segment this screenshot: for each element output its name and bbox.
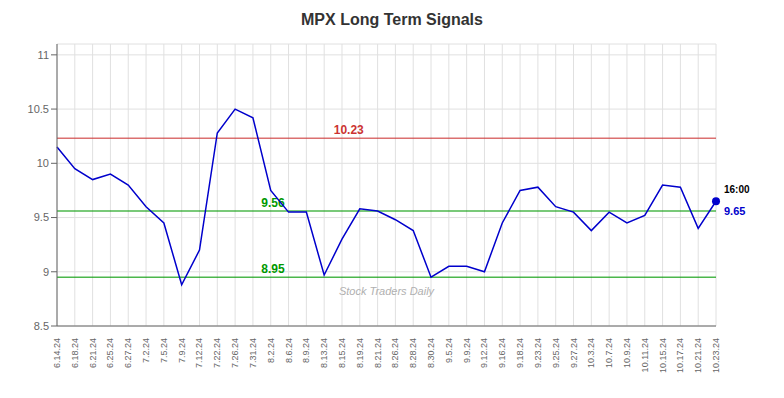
- svg-text:9.18.24: 9.18.24: [515, 338, 525, 368]
- svg-text:10.23: 10.23: [334, 123, 364, 137]
- svg-text:10.11.24: 10.11.24: [640, 338, 650, 372]
- svg-text:10.7.24: 10.7.24: [604, 338, 614, 368]
- svg-text:7.9.24: 7.9.24: [177, 338, 187, 363]
- svg-text:8.30.24: 8.30.24: [426, 338, 436, 368]
- svg-text:9: 9: [43, 266, 49, 278]
- html-text:Stock Traders Daily: Stock Traders Daily: [338, 284, 435, 297]
- svg-text:7.2.24: 7.2.24: [141, 338, 151, 363]
- svg-text:7.26.24: 7.26.24: [230, 338, 240, 368]
- svg-text:6.14.24: 6.14.24: [52, 338, 62, 368]
- svg-text:9.56: 9.56: [261, 196, 285, 210]
- svg-text:8.9.24: 8.9.24: [301, 338, 311, 363]
- svg-text:7.12.24: 7.12.24: [194, 338, 204, 368]
- svg-text:7.5.24: 7.5.24: [159, 338, 169, 363]
- svg-text:10.17.24: 10.17.24: [675, 338, 685, 373]
- svg-text:8.95: 8.95: [261, 262, 285, 276]
- svg-text:8.13.24: 8.13.24: [319, 338, 329, 368]
- svg-text:7.22.24: 7.22.24: [212, 338, 222, 368]
- svg-text:9.5: 9.5: [34, 211, 49, 223]
- svg-text:9.23.24: 9.23.24: [533, 338, 543, 368]
- svg-text:9.5.24: 9.5.24: [444, 338, 454, 363]
- svg-text:16:00: 16:00: [724, 184, 750, 195]
- svg-text:8.21.24: 8.21.24: [373, 338, 383, 368]
- svg-text:7.31.24: 7.31.24: [248, 338, 258, 368]
- svg-text:9.16.24: 9.16.24: [497, 338, 507, 368]
- svg-text:10.23.24: 10.23.24: [711, 338, 721, 373]
- svg-text:6.21.24: 6.21.24: [88, 338, 98, 368]
- svg-text:10.9.24: 10.9.24: [622, 338, 632, 368]
- svg-text:10: 10: [37, 157, 49, 169]
- svg-text:8.26.24: 8.26.24: [390, 338, 400, 368]
- svg-text:11: 11: [38, 49, 49, 61]
- svg-text:10.5: 10.5: [28, 103, 49, 115]
- svg-text:10.3.24: 10.3.24: [586, 338, 596, 368]
- svg-text:9.9.24: 9.9.24: [462, 338, 472, 363]
- svg-text:8.6.24: 8.6.24: [284, 338, 294, 363]
- svg-text:9.65: 9.65: [724, 205, 745, 217]
- svg-text:8.15.24: 8.15.24: [337, 338, 347, 368]
- svg-text:8.5: 8.5: [34, 320, 49, 332]
- svg-text:10.21.24: 10.21.24: [693, 338, 703, 373]
- svg-text:8.2.24: 8.2.24: [266, 338, 276, 363]
- svg-text:10.15.24: 10.15.24: [658, 338, 668, 373]
- svg-text:8.19.24: 8.19.24: [355, 338, 365, 368]
- svg-text:9.27.24: 9.27.24: [569, 338, 579, 368]
- html-text:MPX Long Term Signals: MPX Long Term Signals: [301, 11, 483, 28]
- svg-text:9.25.24: 9.25.24: [551, 338, 561, 368]
- svg-text:6.18.24: 6.18.24: [70, 338, 80, 368]
- svg-text:9.12.24: 9.12.24: [479, 338, 489, 368]
- svg-text:8.28.24: 8.28.24: [408, 338, 418, 368]
- svg-text:6.25.24: 6.25.24: [105, 338, 115, 368]
- svg-text:6.27.24: 6.27.24: [123, 338, 133, 368]
